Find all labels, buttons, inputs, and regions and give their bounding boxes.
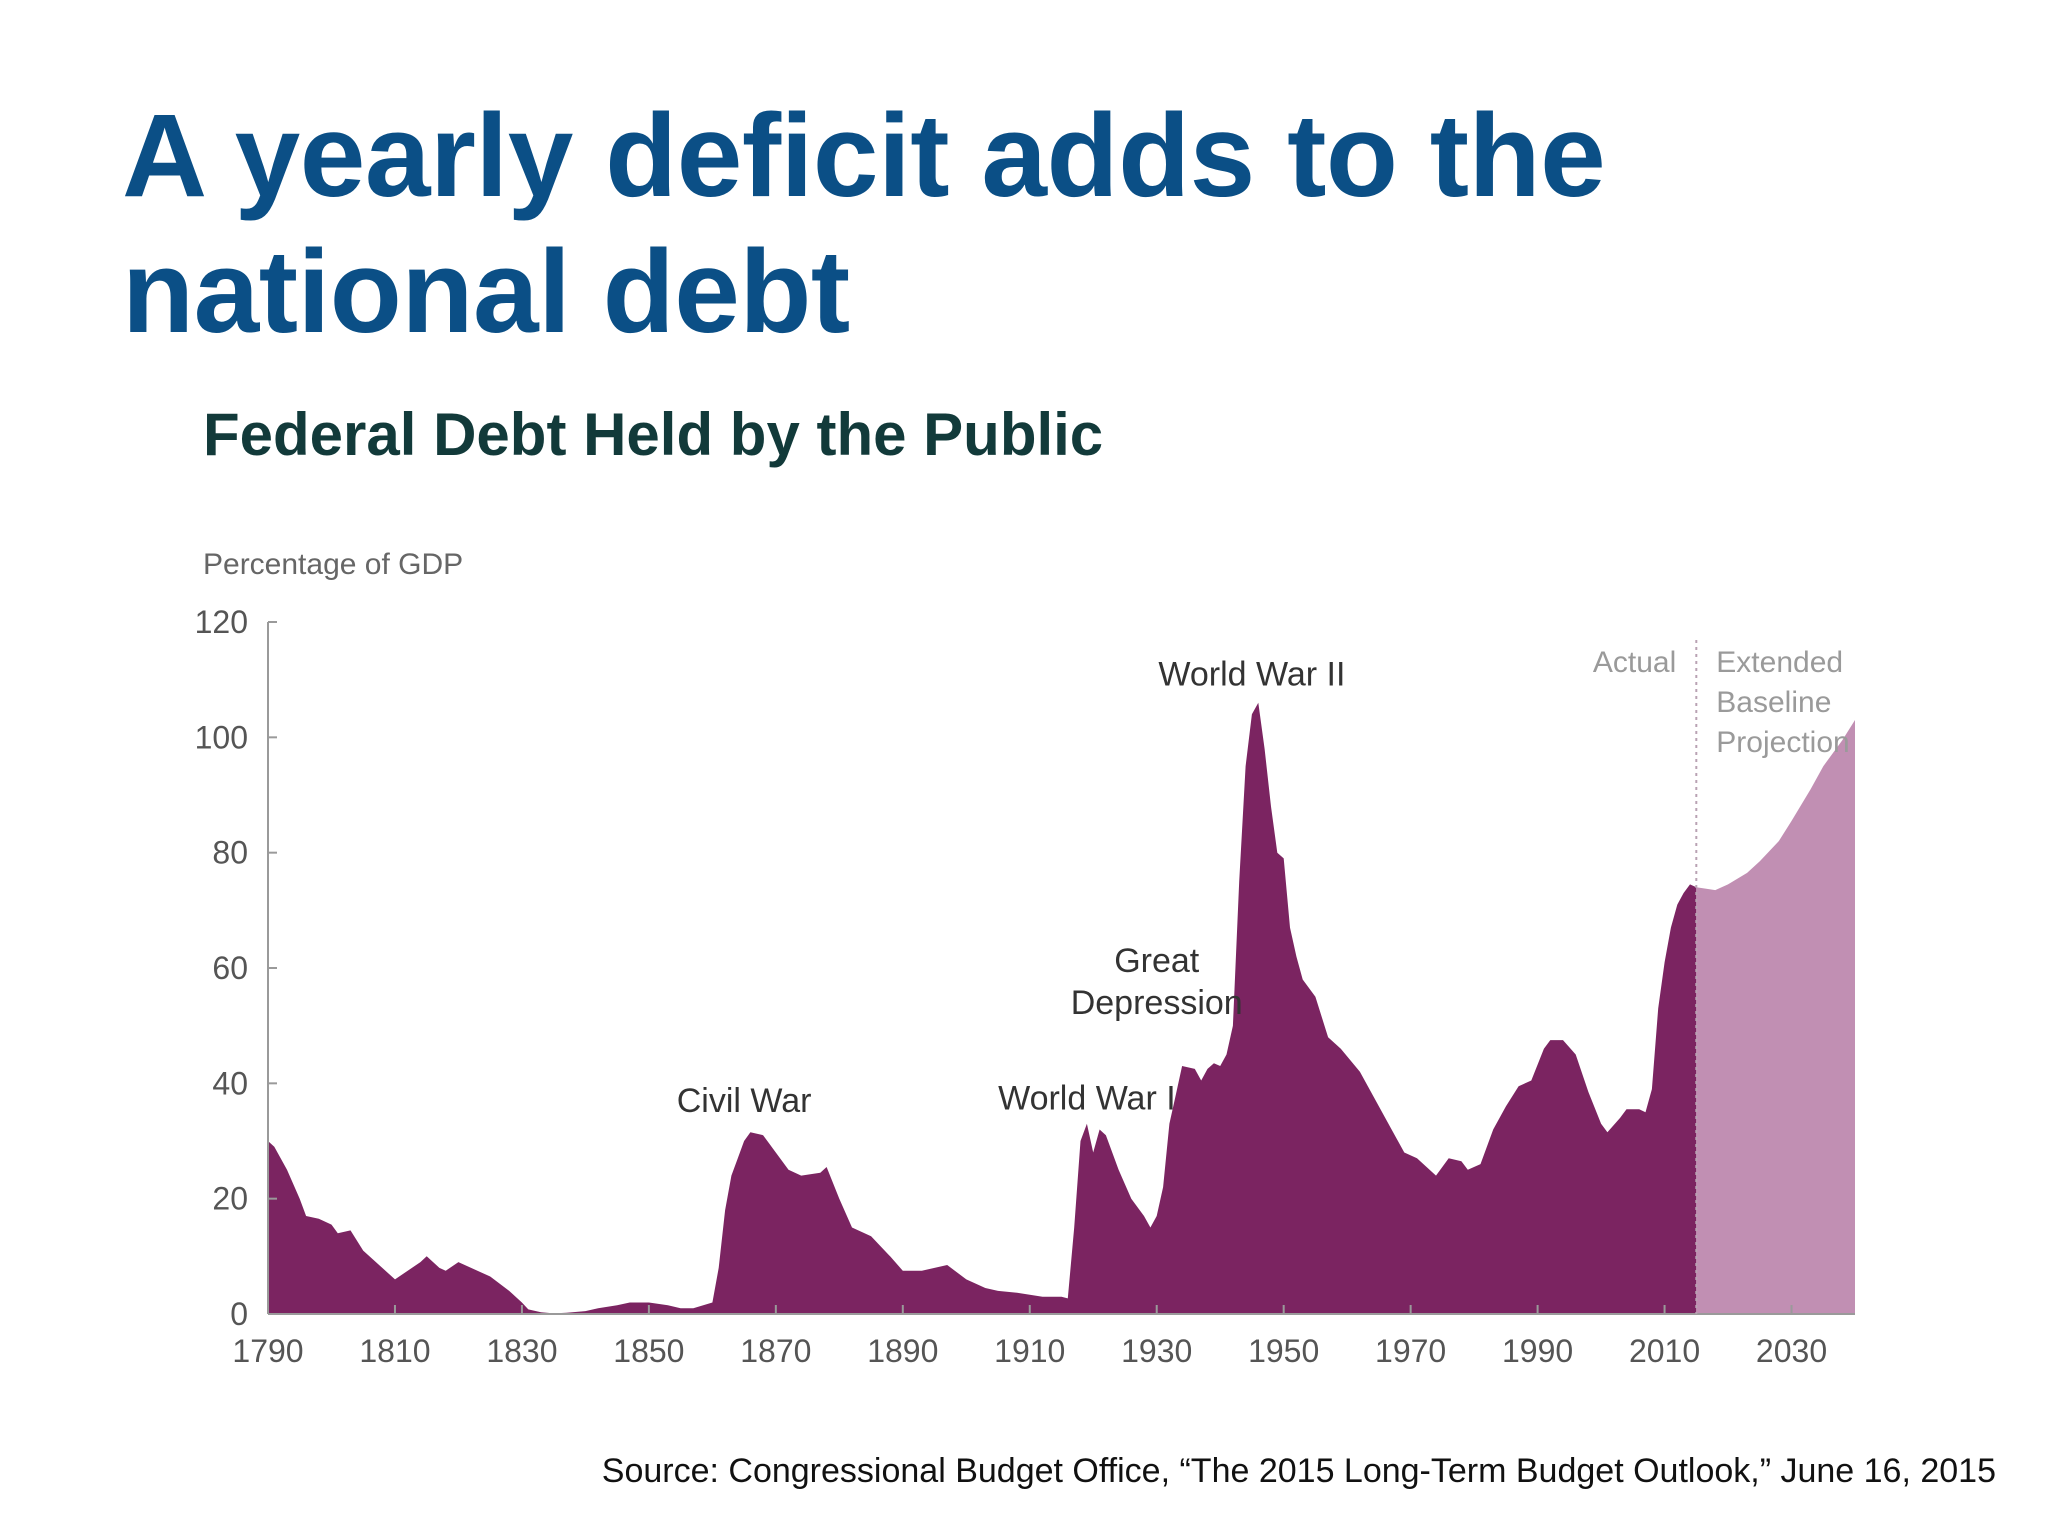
- annotation-label: Depression: [1071, 984, 1243, 1022]
- x-tick-label: 1970: [1375, 1333, 1446, 1369]
- x-tick-label: 1830: [486, 1333, 557, 1369]
- x-tick-label: 1950: [1248, 1333, 1319, 1369]
- x-tick-label: 1810: [359, 1333, 430, 1369]
- x-tick-label: 1870: [740, 1333, 811, 1369]
- x-tick-label: 2030: [1756, 1333, 1827, 1369]
- x-tick-label: 1890: [867, 1333, 938, 1369]
- chart-areas: [268, 702, 1855, 1314]
- y-tick-label: 20: [212, 1181, 248, 1217]
- y-tick-label: 120: [195, 604, 248, 640]
- x-tick-label: 1790: [232, 1333, 303, 1369]
- projection-label-line: Baseline: [1716, 686, 1831, 719]
- y-tick-label: 100: [195, 719, 248, 755]
- slide-title-line-2: national debt: [122, 226, 850, 358]
- projection-label-line: Extended: [1716, 646, 1843, 679]
- projection-debt-area: [1696, 720, 1855, 1314]
- x-tick-label: 1910: [994, 1333, 1065, 1369]
- x-tick-label: 1930: [1121, 1333, 1192, 1369]
- actual-label: Actual: [1593, 646, 1676, 679]
- y-axis-label: Percentage of GDP: [203, 548, 463, 581]
- y-tick-label: 40: [212, 1065, 248, 1101]
- slide-title-line-1: A yearly deficit adds to the: [122, 90, 1606, 222]
- x-tick-label: 2010: [1629, 1333, 1700, 1369]
- x-tick-label: 1990: [1502, 1333, 1573, 1369]
- annotation-label: Great: [1114, 942, 1200, 980]
- annotation-label: World War I: [998, 1079, 1176, 1117]
- annotation-label: Civil War: [677, 1082, 812, 1120]
- x-tick-label: 1850: [613, 1333, 684, 1369]
- y-tick-label: 80: [212, 835, 248, 871]
- chart-title: Federal Debt Held by the Public: [203, 401, 1103, 468]
- annotation-label: World War II: [1158, 655, 1345, 693]
- chart-axes: 0 20 40 60 80 100 120 1790 1810 1830 1850 1870 1890 1…: [195, 604, 1855, 1369]
- actual-debt-area: [268, 702, 1697, 1314]
- slide-title: A yearly deficit adds to the national de…: [122, 88, 1606, 360]
- y-tick-label: 60: [212, 950, 248, 986]
- projection-label-line: Projection: [1716, 726, 1849, 759]
- chart-labels: Actual Extended Baseline Projection Civil Wa…: [677, 646, 1850, 1120]
- source-note: Source: Congressional Budget Office, “Th…: [601, 1452, 1996, 1490]
- y-tick-label: 0: [230, 1296, 248, 1332]
